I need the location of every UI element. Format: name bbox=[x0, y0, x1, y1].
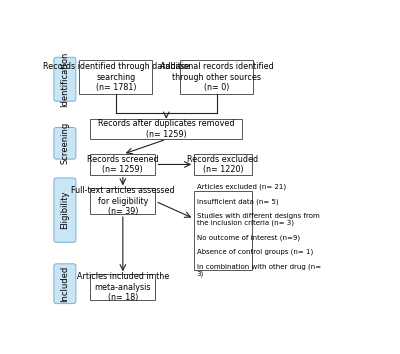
FancyBboxPatch shape bbox=[90, 188, 155, 214]
FancyBboxPatch shape bbox=[90, 119, 242, 139]
FancyBboxPatch shape bbox=[54, 178, 76, 242]
FancyBboxPatch shape bbox=[194, 154, 252, 175]
Text: Articles excluded (n= 21)

Insufficient data (n= 5)

Studies with different desi: Articles excluded (n= 21) Insufficient d… bbox=[197, 184, 321, 277]
Text: Identification: Identification bbox=[60, 52, 69, 107]
Text: Records excluded
(n= 1220): Records excluded (n= 1220) bbox=[187, 155, 258, 174]
FancyBboxPatch shape bbox=[54, 127, 76, 159]
FancyBboxPatch shape bbox=[180, 60, 253, 94]
FancyBboxPatch shape bbox=[80, 60, 152, 94]
Text: Records after duplicates removed
(n= 1259): Records after duplicates removed (n= 125… bbox=[98, 119, 234, 139]
Text: Records identified through database
searching
(n= 1781): Records identified through database sear… bbox=[42, 62, 189, 92]
Text: Screening: Screening bbox=[60, 122, 69, 165]
Text: Eligibility: Eligibility bbox=[60, 191, 69, 229]
FancyBboxPatch shape bbox=[90, 274, 155, 300]
Text: Additional records identified
through other sources
(n= 0): Additional records identified through ot… bbox=[160, 62, 274, 92]
FancyBboxPatch shape bbox=[194, 191, 252, 270]
FancyBboxPatch shape bbox=[54, 57, 76, 101]
Text: Articles included in the
meta-analysis
(n= 18): Articles included in the meta-analysis (… bbox=[77, 272, 169, 302]
Text: Included: Included bbox=[60, 266, 69, 302]
FancyBboxPatch shape bbox=[90, 154, 155, 175]
Text: Records screened
(n= 1259): Records screened (n= 1259) bbox=[87, 155, 159, 174]
FancyBboxPatch shape bbox=[54, 264, 76, 304]
Text: Full-text articles assessed
for eligibility
(n= 39): Full-text articles assessed for eligibil… bbox=[71, 186, 175, 216]
